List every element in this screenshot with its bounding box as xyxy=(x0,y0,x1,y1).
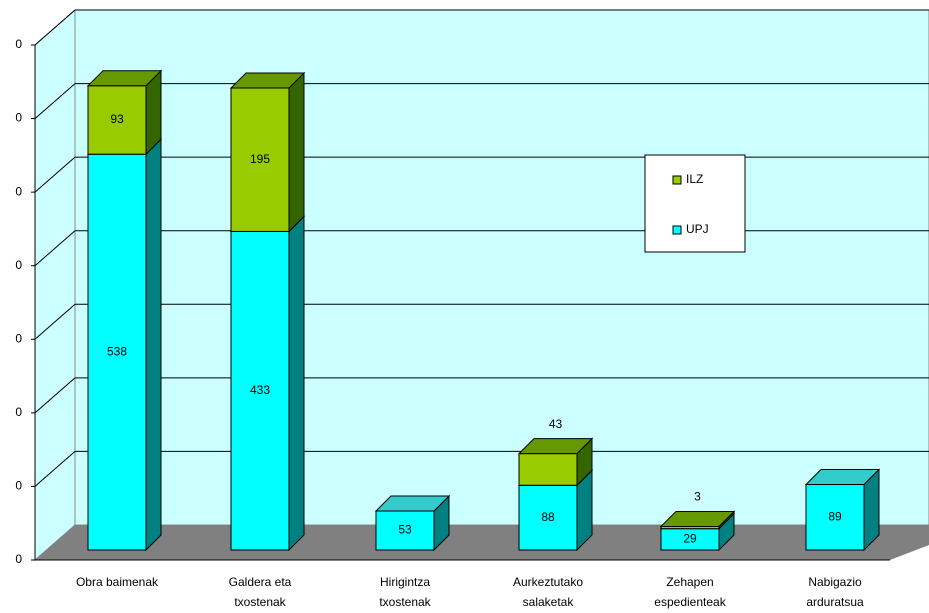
bar-top xyxy=(659,510,736,527)
legend-swatch xyxy=(672,175,682,185)
bar-top xyxy=(804,469,881,486)
y-tick-label: 0 xyxy=(15,479,22,493)
bar-front xyxy=(230,87,290,232)
data-label: 29 xyxy=(683,532,697,546)
data-label: 53 xyxy=(398,523,412,537)
bar-front xyxy=(230,230,290,551)
grid-line xyxy=(34,9,76,46)
bar-side xyxy=(145,137,162,552)
bar-front xyxy=(518,453,578,486)
grid-line xyxy=(34,451,76,487)
data-label: 89 xyxy=(828,509,842,523)
bar-front xyxy=(87,153,147,551)
legend-swatch xyxy=(672,225,682,235)
x-tick-label: Zehapen xyxy=(666,575,713,589)
grid-line xyxy=(34,303,76,340)
grid-line xyxy=(34,230,76,267)
x-tick-label: salaketak xyxy=(523,595,575,609)
y-tick-label: 0 xyxy=(15,331,22,345)
x-tick-label: Galdera eta xyxy=(229,575,292,589)
grid-line xyxy=(34,377,76,414)
x-tick-label: Aurkeztutako xyxy=(513,575,583,589)
bar-front xyxy=(805,484,865,551)
data-label: 538 xyxy=(107,344,127,358)
side-wall xyxy=(34,8,76,562)
bar-top xyxy=(517,438,594,455)
x-tick-label: espedienteak xyxy=(654,595,726,609)
bar-top xyxy=(86,70,163,87)
x-tick-label: arduratsua xyxy=(806,595,864,609)
bar-side xyxy=(288,71,305,233)
y-tick-label: 0 xyxy=(15,258,22,272)
legend-label: ILZ xyxy=(686,172,703,186)
bar-front xyxy=(87,85,147,155)
y-tick-label: 0 xyxy=(15,37,22,51)
grid-line xyxy=(34,83,76,119)
grid-line xyxy=(34,156,76,193)
data-label: 93 xyxy=(110,112,124,126)
floor xyxy=(35,525,929,560)
x-tick-label: Nabigazio xyxy=(808,575,862,589)
data-label: 195 xyxy=(250,152,270,166)
x-tick-label: Hirigintza xyxy=(380,575,430,589)
bar-top xyxy=(374,495,451,512)
back-wall xyxy=(74,9,929,526)
x-tick-label: Obra baimenak xyxy=(76,575,159,589)
legend xyxy=(644,154,746,253)
x-tick-label: txostenak xyxy=(379,595,431,609)
data-label: 433 xyxy=(250,383,270,397)
data-label: 43 xyxy=(549,417,563,431)
y-tick-label: 0 xyxy=(15,552,22,566)
y-tick-label: 0 xyxy=(15,405,22,419)
data-label: 88 xyxy=(541,510,555,524)
bar-top xyxy=(229,72,306,89)
y-tick-label: 0 xyxy=(15,184,22,198)
y-tick-label: 0 xyxy=(15,111,22,125)
data-label: 3 xyxy=(694,490,701,504)
bar-side xyxy=(288,215,305,552)
x-tick-label: txostenak xyxy=(234,595,286,609)
legend-label: UPJ xyxy=(686,222,709,236)
